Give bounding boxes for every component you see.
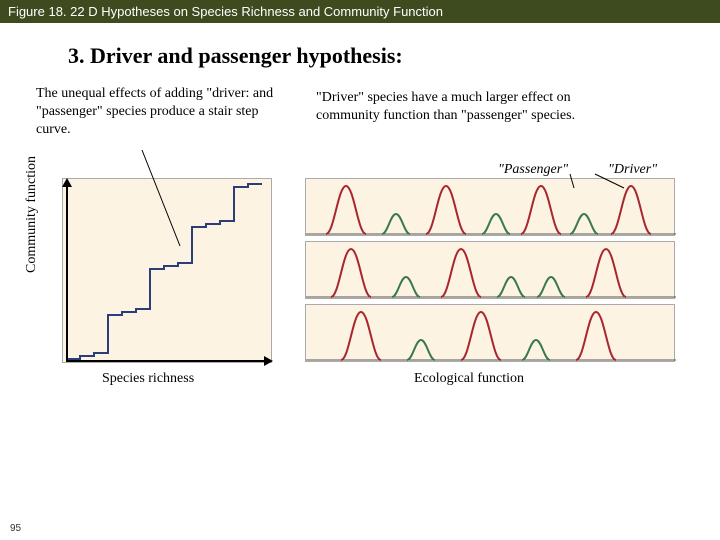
right-panel-1-curves (306, 242, 676, 300)
description-left: The unequal effects of adding "driver: a… (36, 85, 276, 140)
page-number: 95 (10, 523, 21, 534)
right-chart-xlabel: Ecological function (414, 371, 524, 387)
left-chart (62, 178, 272, 363)
right-panel-2-curves (306, 305, 676, 363)
right-pointer-lines (20, 158, 720, 198)
right-panel-1 (305, 241, 675, 299)
description-right: "Driver" species have a much larger effe… (316, 85, 626, 140)
right-chart (305, 178, 675, 363)
left-x-axis-arrow (66, 360, 271, 362)
figure-header-text: Figure 18. 22 D Hypotheses on Species Ri… (8, 4, 443, 19)
hypothesis-title: 3. Driver and passenger hypothesis: (0, 23, 720, 79)
figure-area: Community function Species richness "Pas… (20, 158, 700, 418)
description-row: The unequal effects of adding "driver: a… (0, 79, 720, 140)
figure-header: Figure 18. 22 D Hypotheses on Species Ri… (0, 0, 720, 23)
left-chart-xlabel: Species richness (102, 371, 194, 387)
right-panel-2 (305, 304, 675, 362)
left-y-axis-arrow (66, 180, 68, 360)
